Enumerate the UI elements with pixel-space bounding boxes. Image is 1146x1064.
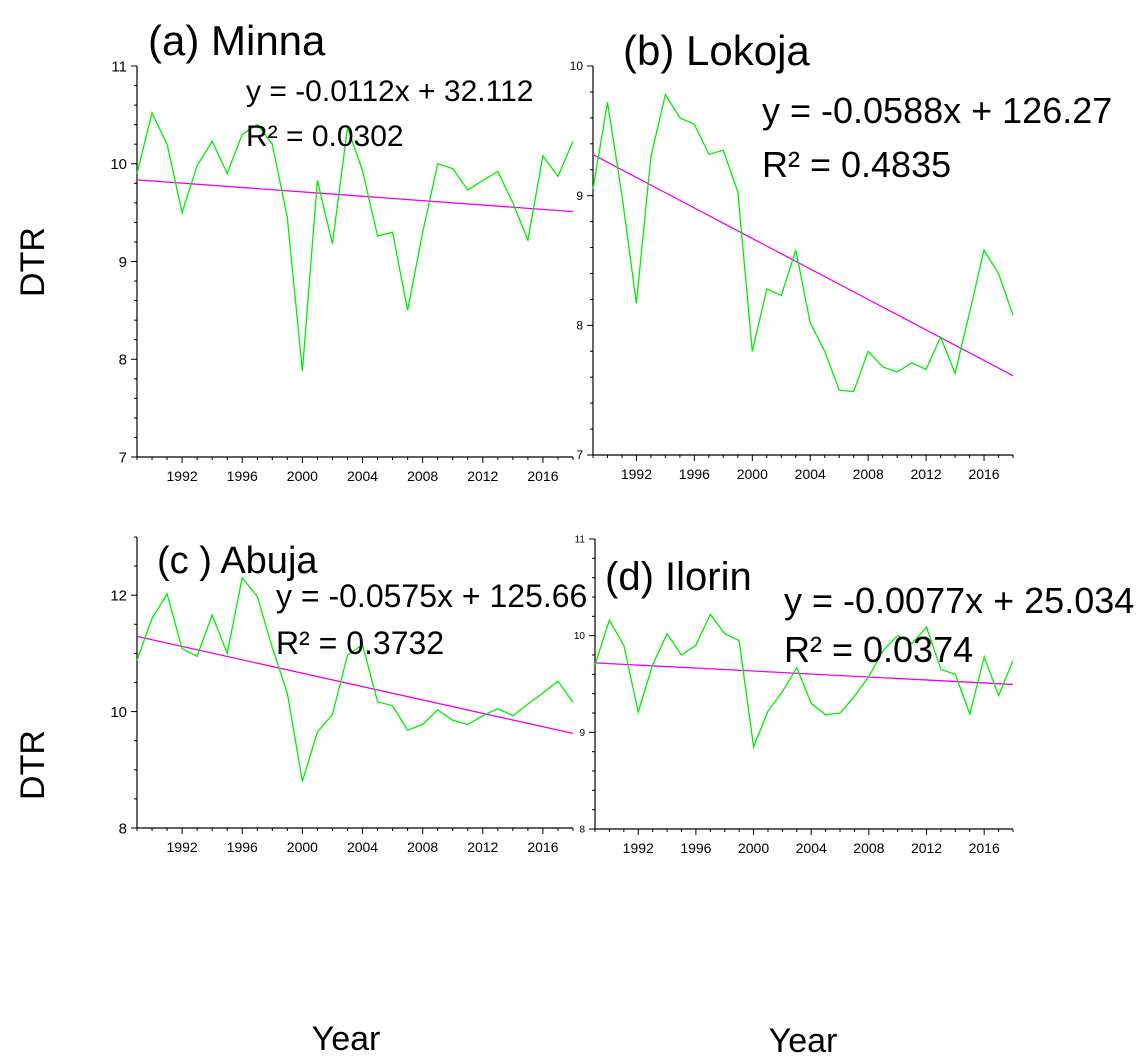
y-tick-label: 10 [110, 156, 127, 173]
dtr-series-line [136, 110, 574, 372]
regression-equation: y = -0.0588x + 126.27 [762, 90, 1112, 131]
y-tick-label: 12 [110, 587, 127, 604]
x-tick-label: 2004 [347, 468, 378, 484]
panel-3: 8 10 12 1992 1996 2000 2004 2008 2012 2016 (c ) Ab… [110, 536, 587, 855]
trend-line [594, 662, 1014, 686]
r-squared-label: R² = 0.4835 [762, 144, 951, 185]
x-tick-label: 2004 [796, 840, 827, 856]
r-squared-label: R² = 0.0302 [246, 120, 404, 153]
x-tick-label: 2012 [911, 840, 942, 856]
r-squared-label: R² = 0.3732 [276, 625, 444, 661]
panel-title: (d) Ilorin [605, 555, 752, 599]
x-axis-label-right: Year [769, 1022, 838, 1059]
x-tick-label: 1996 [679, 466, 710, 482]
y-tick-label: 7 [119, 449, 127, 466]
panel-2: 7 8 9 10 1992 1996 2000 2004 2008 2012 2016 (b) Lok… [570, 27, 1113, 482]
x-tick-label: 1992 [167, 839, 198, 855]
x-tick-label: 1996 [227, 839, 258, 855]
y-tick-label: 8 [579, 825, 585, 836]
x-tick-label: 2016 [527, 468, 558, 484]
dtr-series-line [136, 576, 574, 782]
y-tick-label: 11 [575, 535, 586, 546]
regression-equation: y = -0.0112x + 32.112 [246, 75, 533, 108]
x-tick-label: 2012 [467, 839, 498, 855]
y-tick-label: 10 [570, 59, 584, 73]
panel-title: (c ) Abuja [157, 540, 318, 582]
y-tick-label: 8 [576, 319, 583, 333]
x-tick-label: 2008 [407, 468, 438, 484]
y-tick-label: 9 [576, 189, 583, 203]
y-axis-label-bottom: DTR [14, 730, 52, 800]
trend-line [136, 179, 574, 213]
y-tick-label: 7 [576, 448, 583, 462]
y-tick-label: 8 [119, 820, 127, 837]
y-tick-label: 8 [119, 352, 127, 369]
x-tick-label: 2000 [287, 839, 318, 855]
dtr-series-line [594, 613, 1014, 750]
x-tick-label: 1996 [227, 468, 258, 484]
x-tick-label: 2008 [407, 839, 438, 855]
panel-title: (a) Minna [148, 17, 326, 64]
y-tick-label: 10 [110, 704, 127, 721]
x-tick-label: 2004 [347, 839, 378, 855]
regression-equation: y = -0.0575x + 125.66 [276, 578, 587, 614]
x-tick-label: 2000 [737, 466, 768, 482]
y-axis-label-top: DTR [14, 227, 52, 297]
x-tick-label: 2016 [527, 839, 558, 855]
x-tick-label: 2008 [853, 840, 884, 856]
x-tick-label: 1992 [621, 466, 652, 482]
y-tick-label: 9 [119, 254, 127, 271]
x-tick-label: 1992 [623, 840, 654, 856]
panel-1: 7 8 9 10 11 1992 1996 2000 2004 2008 2012 2016 (a) M… [110, 17, 574, 484]
y-tick-label: 11 [111, 58, 127, 75]
x-tick-label: 2012 [911, 466, 942, 482]
trend-line [136, 635, 574, 735]
y-tick-label: 9 [579, 728, 585, 739]
x-tick-label: 1996 [680, 840, 711, 856]
x-tick-label: 2016 [968, 466, 999, 482]
x-tick-label: 1992 [167, 468, 198, 484]
dtr-series-line [592, 92, 1014, 393]
x-tick-label: 2000 [287, 468, 318, 484]
trend-line [592, 154, 1014, 377]
r-squared-label: R² = 0.0374 [784, 629, 973, 670]
panel-title: (b) Lokoja [623, 27, 810, 74]
x-tick-label: 2000 [738, 840, 769, 856]
panel-4: 8 9 10 11 1992 1996 2000 2004 2008 2012 2016 (d) Il… [574, 535, 1134, 857]
x-tick-label: 2008 [853, 466, 884, 482]
x-tick-label: 2012 [467, 468, 498, 484]
x-tick-label: 2004 [795, 466, 826, 482]
x-tick-label: 2016 [969, 840, 1000, 856]
regression-equation: y = -0.0077x + 25.034 [784, 580, 1134, 621]
y-tick-label: 10 [574, 631, 586, 642]
x-axis-label-left: Year [312, 1020, 381, 1058]
